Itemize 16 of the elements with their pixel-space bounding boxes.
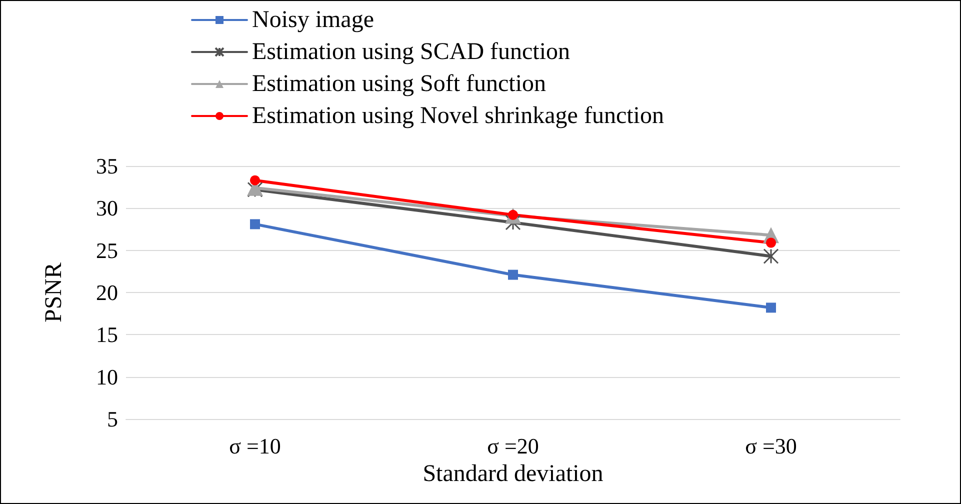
legend-label: Noisy image bbox=[252, 7, 374, 33]
x-tick-label: σ =20 bbox=[487, 434, 539, 458]
legend-label: Estimation using Novel shrinkage function bbox=[252, 103, 664, 129]
x-tick-label: σ =10 bbox=[229, 434, 281, 458]
legend-label: Estimation using Soft function bbox=[252, 71, 546, 97]
y-tick-label: 25 bbox=[96, 238, 118, 263]
y-tick-label: 15 bbox=[96, 322, 118, 348]
y-tick-label: 5 bbox=[107, 406, 118, 432]
legend-label: Estimation using SCAD function bbox=[252, 39, 570, 65]
y-tick-label: 10 bbox=[96, 364, 118, 390]
y-tick-label: 20 bbox=[96, 280, 118, 305]
y-axis-title: PSNR bbox=[41, 262, 67, 323]
x-axis-title: Standard deviation bbox=[422, 460, 604, 487]
x-tick-label: σ =30 bbox=[745, 434, 797, 458]
y-tick-label: 30 bbox=[96, 196, 118, 221]
y-tick-label: 35 bbox=[96, 154, 118, 178]
